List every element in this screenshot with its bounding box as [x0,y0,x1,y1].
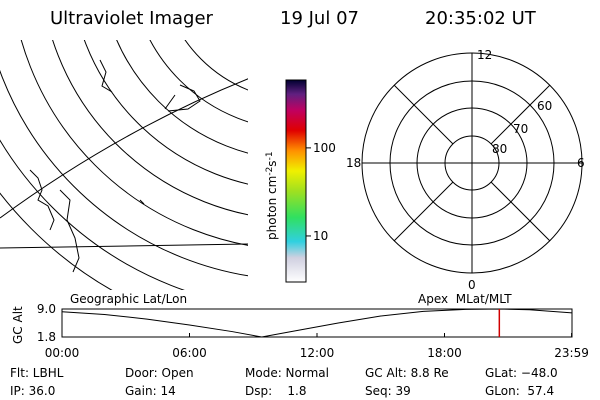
colorbar [285,79,307,283]
x-tick-label: 00:00 [45,346,80,360]
info-field: Gain: 14 [125,384,176,398]
info-field: Seq: 39 [365,384,411,398]
x-tick-label: 12:00 [300,346,335,360]
panel-label: Apex MLat/MLT [418,292,512,306]
info-field: Flt: LBHL [10,366,64,380]
info-field: GLat: −48.0 [485,366,558,380]
title: Ultraviolet Imager [50,8,214,29]
mlt-label: 12 [477,48,492,62]
lat-label: 70 [513,122,528,136]
map [0,40,248,290]
y-tick-label: 9.0 [37,302,56,316]
info-field: GC Alt: 8.8 Re [365,366,449,380]
mlt-label: 18 [346,156,361,170]
mlt-label: 6 [577,156,585,170]
info-field: GLon: 57.4 [485,384,554,398]
date: 19 Jul 07 [280,8,359,29]
polar-grid [361,52,583,274]
colorbar-label: photon cm-2s-1 [265,151,279,240]
lat-label: 80 [492,142,507,156]
lat-label: 60 [537,99,552,113]
info-field: Door: Open [125,366,194,380]
time: 20:35:02 UT [425,8,537,29]
altitude-label: GC Alt [11,306,25,344]
colorbar-tick-label: 100 [313,141,336,155]
x-tick-label: 23:59 [554,346,589,360]
panel-label: Geographic Lat/Lon [70,292,187,306]
y-tick-label: 1.8 [37,330,56,344]
info-field: IP: 36.0 [10,384,55,398]
info-field: Dsp: 1.8 [245,384,307,398]
altitude-curve [61,308,573,338]
altitude-frame [61,308,573,338]
x-tick-label: 06:00 [172,346,207,360]
mlt-label: 0 [468,278,476,292]
x-tick-label: 18:00 [427,346,462,360]
info-field: Mode: Normal [245,366,329,380]
colorbar-tick-label: 10 [313,229,328,243]
